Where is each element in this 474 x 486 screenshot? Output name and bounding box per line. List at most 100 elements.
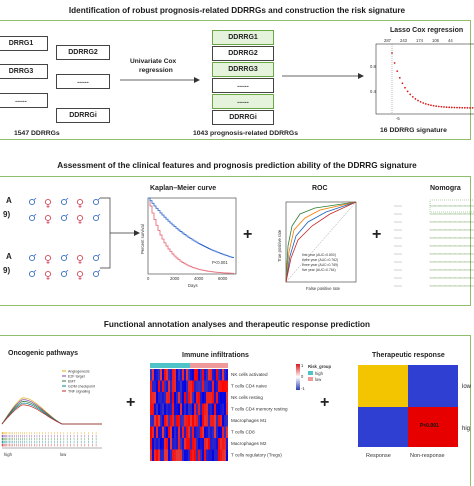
- male-icon-arrow: [65, 213, 69, 217]
- immune-cell: [188, 415, 190, 427]
- immune-cell: [208, 369, 210, 381]
- immune-cell: [204, 438, 206, 450]
- immune-cell: [190, 438, 192, 450]
- immune-cell: [218, 426, 220, 438]
- scale-tick-0: 0: [301, 374, 304, 379]
- immune-cell: [172, 415, 174, 427]
- lasso-top-tick: 243: [400, 38, 408, 43]
- immune-cell: [162, 426, 164, 438]
- female-icon: [44, 270, 52, 278]
- immune-cell: [178, 380, 180, 392]
- immune-cell: [152, 426, 154, 438]
- km-curve-high: [148, 197, 234, 274]
- immune-cell: [176, 403, 178, 415]
- immune-cell: [194, 392, 196, 404]
- immune-cell: [196, 380, 198, 392]
- immune-cell: [164, 392, 166, 404]
- gsea-plot: high low: [1, 397, 102, 457]
- immune-cell: [206, 415, 208, 427]
- immune-cell: [164, 380, 166, 392]
- immune-cell: [200, 449, 202, 461]
- plus-3a: +: [126, 394, 136, 411]
- cohort-b-count: 9): [3, 266, 11, 275]
- section1-title: Identification of robust prognosis-relat…: [68, 6, 406, 15]
- roc-ylabel: True positive rate: [277, 229, 282, 262]
- male-icon: [28, 214, 36, 222]
- lasso-point: [445, 106, 448, 109]
- immune-cell: [178, 438, 180, 450]
- immune-cell: [160, 380, 162, 392]
- immune-cell: [194, 380, 196, 392]
- immune-cell: [178, 392, 180, 404]
- immune-cell: [226, 415, 228, 427]
- km-xlabel: Days: [188, 283, 198, 288]
- immune-cell: [184, 403, 186, 415]
- km-title: Kaplan–Meier curve: [150, 185, 217, 192]
- immune-cell: [194, 415, 196, 427]
- male-icon-arrow: [33, 197, 37, 201]
- immune-cell: [216, 392, 218, 404]
- immune-cell: [170, 392, 172, 404]
- lasso-point: [422, 102, 425, 104]
- immune-cell: [224, 369, 226, 381]
- immune-cell: [204, 426, 206, 438]
- immune-cell: [200, 380, 202, 392]
- immune-cell: [160, 449, 162, 461]
- immune-cell: [170, 438, 172, 450]
- immune-cell: [178, 449, 180, 461]
- immune-cell: [168, 392, 170, 404]
- immune-cell: [204, 369, 206, 381]
- immune-cell: [166, 415, 168, 427]
- male-icon: [28, 270, 36, 278]
- immune-cell: [172, 380, 174, 392]
- immune-cell: [192, 380, 194, 392]
- immune-cell: [212, 438, 214, 450]
- immune-cell: [196, 403, 198, 415]
- immune-cell: [220, 415, 222, 427]
- immune-cell: [206, 380, 208, 392]
- immune-cell: [202, 369, 204, 381]
- immune-cell: [210, 449, 212, 461]
- immune-cell: [178, 369, 180, 381]
- lasso-point: [404, 86, 406, 89]
- immune-row-label: Macrophages M2: [231, 441, 267, 446]
- immune-cell: [212, 403, 214, 415]
- ther-pvalue: P<0.001: [420, 423, 439, 429]
- section1-panel: [0, 20, 471, 140]
- lasso-point: [406, 90, 409, 93]
- immune-cell: [166, 392, 168, 404]
- immune-cell: [162, 369, 164, 381]
- arrow-2: [282, 73, 364, 79]
- immune-cell: [152, 449, 154, 461]
- left-gene-count: 1547 DDRRGs: [14, 130, 60, 137]
- immune-cell: [176, 438, 178, 450]
- immune-cell: [150, 380, 152, 392]
- immune-cell: [190, 403, 192, 415]
- immune-cell: [192, 449, 194, 461]
- male-icon: [60, 198, 68, 206]
- immune-cell: [218, 415, 220, 427]
- immune-cell: [218, 380, 220, 392]
- lasso-ytick-2: 0.4: [370, 89, 376, 94]
- immune-cell: [178, 415, 180, 427]
- male-icon: [92, 198, 100, 206]
- immune-cell: [188, 392, 190, 404]
- immune-cell: [172, 449, 174, 461]
- immune-cell: [210, 369, 212, 381]
- immune-cell: [214, 392, 216, 404]
- immune-cell: [194, 426, 196, 438]
- immune-cell: [182, 415, 184, 427]
- lasso-point: [456, 106, 458, 109]
- immune-cell: [216, 449, 218, 461]
- immune-cell: [182, 369, 184, 381]
- immune-cell: [226, 426, 228, 438]
- immune-cell: [152, 403, 154, 415]
- lasso-title: Lasso Cox regression: [390, 27, 464, 34]
- immune-row-label: NK cells activated: [231, 372, 268, 377]
- immune-cell: [152, 380, 154, 392]
- immune-cell: [184, 380, 186, 392]
- immune-cell: [150, 438, 152, 450]
- immune-cell: [176, 449, 178, 461]
- immune-cell: [224, 392, 226, 404]
- lasso-point: [437, 105, 440, 108]
